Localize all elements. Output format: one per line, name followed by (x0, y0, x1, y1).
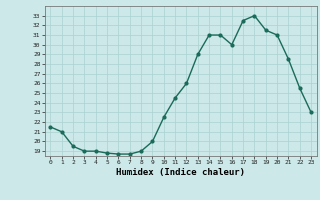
X-axis label: Humidex (Indice chaleur): Humidex (Indice chaleur) (116, 168, 245, 177)
